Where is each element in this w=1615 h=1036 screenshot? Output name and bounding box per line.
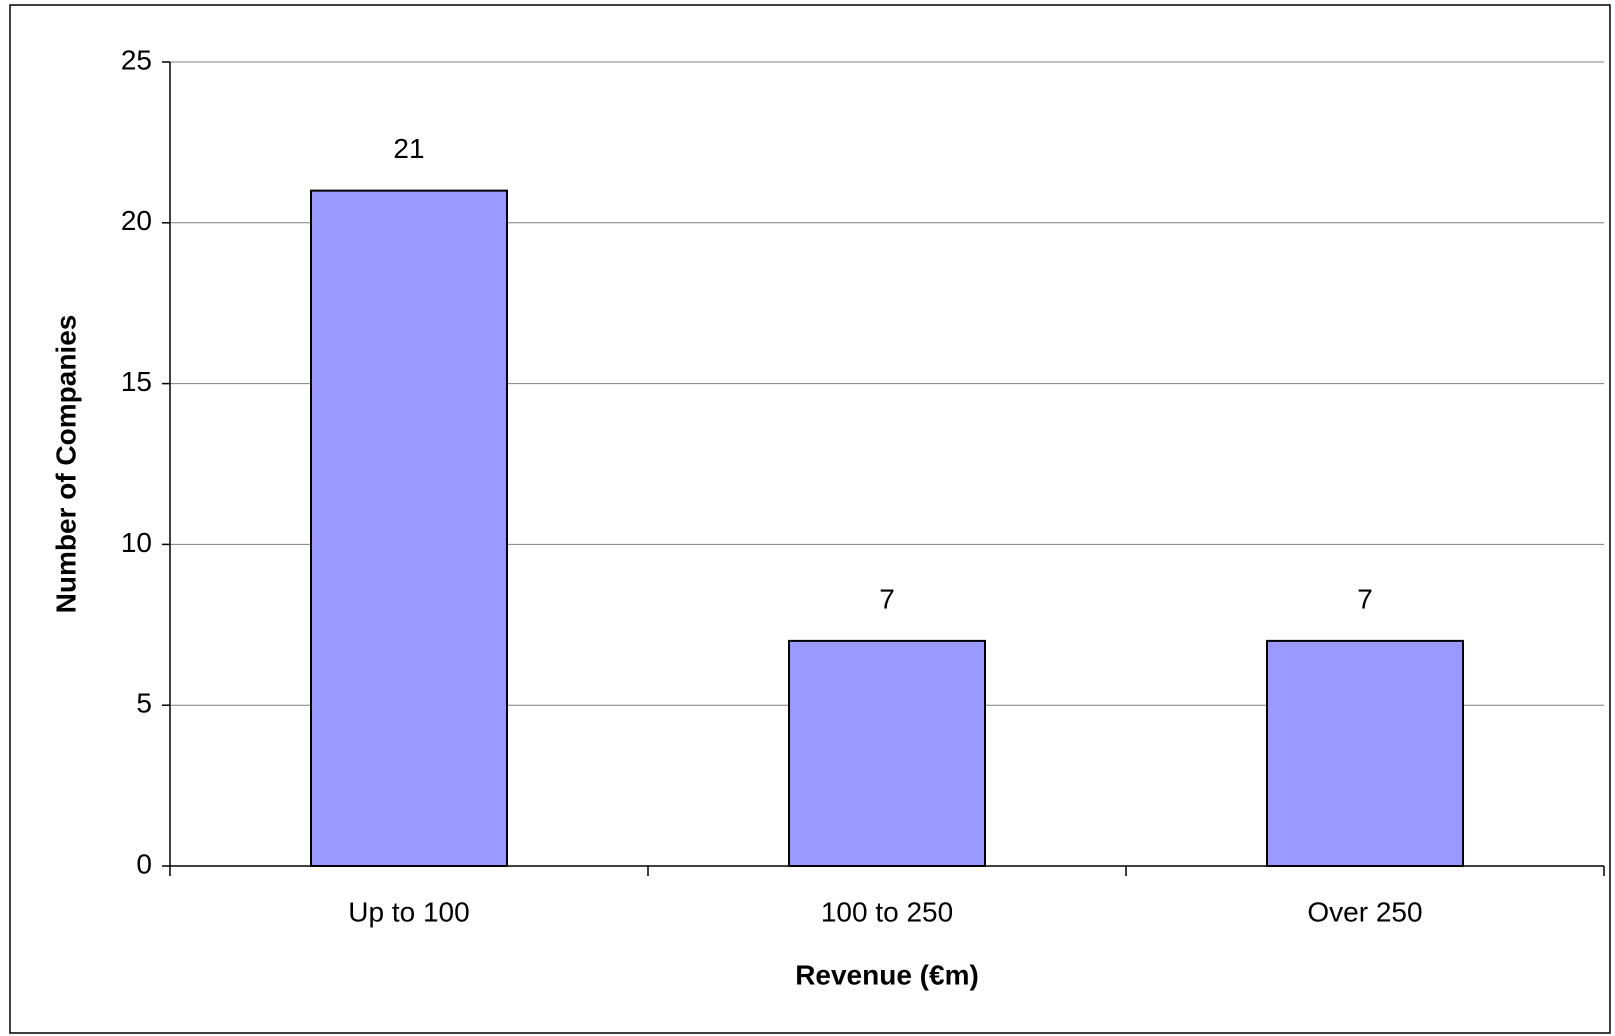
x-tick-label: Up to 100 (348, 896, 469, 927)
y-tick-label: 5 (136, 688, 152, 719)
y-tick-label: 20 (121, 205, 152, 236)
x-tick-label: Over 250 (1307, 896, 1422, 927)
x-tick-label: 100 to 250 (821, 896, 953, 927)
bar (1266, 639, 1464, 867)
x-axis-title: Revenue (€m) (795, 959, 979, 990)
data-label: 7 (879, 583, 895, 614)
y-tick-label: 15 (121, 366, 152, 397)
y-axis-title: Number of Companies (50, 315, 81, 614)
data-label: 7 (1357, 583, 1373, 614)
bar (310, 189, 508, 867)
bar (788, 639, 986, 867)
y-tick-label: 25 (121, 44, 152, 75)
data-label: 21 (393, 133, 424, 164)
chart-frame (9, 4, 1611, 1034)
y-tick-label: 10 (121, 527, 152, 558)
y-tick-label: 0 (136, 848, 152, 879)
